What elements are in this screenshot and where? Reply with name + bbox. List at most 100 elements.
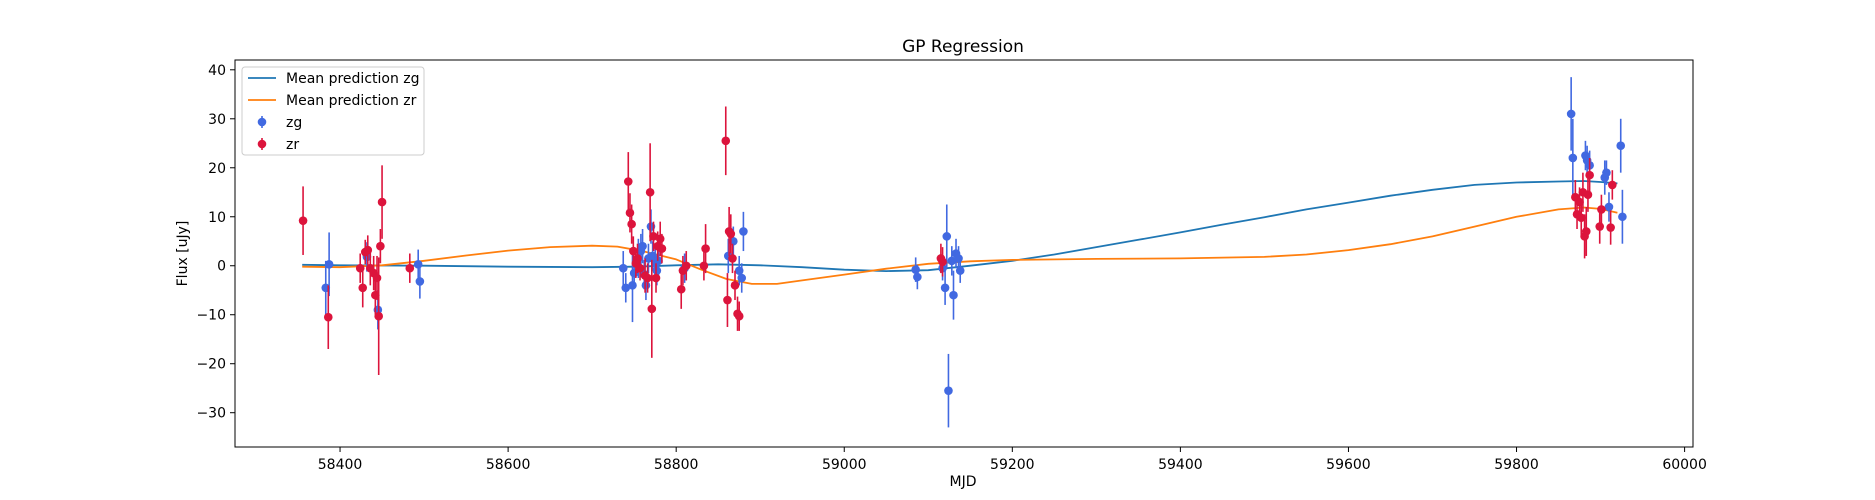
zr-data-point (627, 204, 636, 244)
zg-marker (739, 227, 748, 236)
zr-marker (635, 263, 645, 273)
legend: Mean prediction zg Mean prediction zr zg zr (241, 66, 425, 156)
zr-marker (728, 254, 737, 263)
y-axis: −30 −20 −10 0 10 20 30 40 (196, 63, 235, 422)
zr-marker (649, 232, 658, 241)
zg-marker (1618, 212, 1627, 222)
x-tick-label: 58800 (654, 457, 699, 473)
zr-marker (730, 281, 740, 290)
zg-marker (949, 290, 958, 300)
zr-marker (676, 284, 686, 294)
zr-marker (323, 312, 333, 322)
zr-data-point (723, 273, 732, 327)
x-axis-label: MJD (950, 474, 977, 490)
zg-marker (944, 386, 953, 395)
zr-data-point (1583, 177, 1593, 212)
zr-marker (643, 273, 652, 283)
zr-data-point (1576, 200, 1586, 235)
zr-data-point (645, 143, 655, 242)
zr-marker (647, 304, 657, 314)
zg-marker (324, 259, 334, 269)
mean-prediction-zr-line (302, 206, 1618, 285)
x-tick-label: 59800 (1494, 457, 1539, 473)
zr-data-point (1608, 170, 1617, 200)
y-tick-label: 10 (208, 210, 226, 226)
zg-marker (652, 266, 662, 275)
zr-marker (358, 283, 368, 293)
zr-marker (1606, 223, 1615, 232)
zr-marker (372, 273, 382, 283)
zr-marker (1581, 227, 1591, 236)
legend-label: Mean prediction zr (286, 93, 417, 109)
zr-marker (405, 263, 415, 273)
zg-data-point (739, 211, 748, 252)
zr-data-point (726, 214, 736, 254)
zg-marker (1566, 109, 1576, 119)
plot-area (234, 59, 1694, 448)
legend-marker-swatch (257, 117, 267, 127)
zg-data-point (942, 204, 952, 269)
zr-data-point (623, 152, 633, 211)
zr-data-point (721, 106, 731, 176)
zg-data-point (1618, 189, 1627, 244)
zr-marker (726, 229, 736, 239)
y-axis-label: Flux [uJy] (175, 221, 191, 287)
zr-marker (938, 257, 947, 267)
zr-marker (1597, 205, 1606, 214)
legend-item-mean-prediction-zg: Mean prediction zg (248, 71, 420, 87)
y-tick-label: 30 (208, 112, 226, 128)
legend-item-zr: zr (257, 137, 299, 153)
zg-data-point (913, 264, 922, 290)
x-tick-label: 58600 (486, 457, 531, 473)
x-tick-label: 59200 (990, 457, 1035, 473)
zr-data-point (734, 301, 744, 331)
plot-frame (234, 59, 1694, 448)
zr-marker (681, 261, 691, 271)
zr-data-point (358, 268, 368, 308)
zr-marker (374, 311, 383, 321)
zr-data-point (1585, 157, 1594, 193)
x-axis: 58400 58600 58800 59000 59200 59400 59600 59800… (318, 447, 1707, 473)
legend-item-mean-prediction-zr: Mean prediction zr (248, 93, 417, 109)
legend-label: Mean prediction zg (286, 71, 420, 87)
zr-marker (298, 216, 308, 225)
zr-data-point (376, 229, 385, 264)
zg-marker (1616, 141, 1626, 151)
zg-marker (638, 241, 647, 251)
zr-data-point (1581, 206, 1591, 256)
zr-data-point (377, 165, 387, 239)
zg-marker (911, 265, 920, 274)
zr-data-point (298, 186, 308, 255)
x-tick-label: 59600 (1326, 457, 1371, 473)
legend-marker-swatch (257, 139, 267, 149)
zr-marker (651, 273, 661, 283)
zr-data-point (938, 247, 947, 277)
zr-data-point (730, 270, 740, 301)
zr-data-point (323, 285, 333, 350)
x-tick-label: 58400 (318, 457, 363, 473)
y-tick-label: 0 (217, 259, 226, 275)
y-tick-label: −10 (196, 308, 226, 324)
legend-item-zg: zg (257, 115, 302, 131)
zg-marker (415, 277, 425, 286)
zg-marker (628, 281, 637, 290)
zr-marker (645, 187, 655, 197)
zg-data-point (1604, 192, 1614, 222)
zg-data-point (940, 270, 950, 305)
y-tick-label: 40 (208, 63, 226, 79)
zg-data-point (1602, 160, 1611, 185)
zg-data-point (947, 246, 957, 276)
zr-marker (734, 311, 744, 321)
zr-data-point (1606, 210, 1615, 245)
y-tick-label: 20 (208, 161, 226, 177)
zr-data-point (681, 251, 691, 281)
zg-marker (955, 266, 965, 275)
zr-marker (627, 219, 636, 229)
zr-data-point (643, 263, 652, 293)
zg-data-point (949, 270, 958, 320)
zr-marker (657, 244, 667, 253)
x-tick-label: 59400 (1158, 457, 1203, 473)
zr-marker (701, 244, 710, 253)
zr-marker (377, 197, 387, 207)
